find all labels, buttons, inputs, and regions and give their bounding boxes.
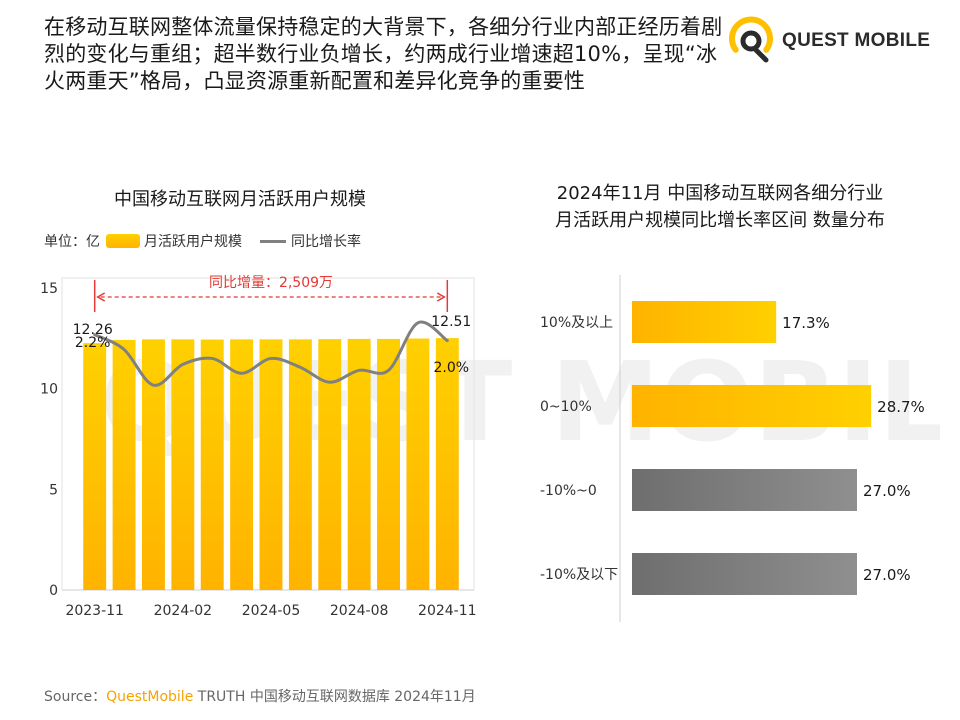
mau-bar [200, 339, 224, 590]
questmobile-logo: QUEST MOBILE [726, 10, 930, 70]
page-headline: 在移动互联网整体流量保持稳定的大背景下，各细分行业内部正经历着剧烈的变化与重组；… [44, 15, 723, 93]
category-label: -10%~0 [540, 483, 597, 499]
last-value-label: 12.51 [431, 314, 471, 330]
legend-unit: 单位：亿 [44, 234, 100, 250]
x-tick-label: 2023-11 [65, 603, 124, 619]
y-tick-label: 10 [40, 382, 58, 398]
value-label: 28.7% [877, 398, 925, 416]
x-tick-label: 2024-11 [418, 603, 477, 619]
right-chart-title-line2: 月活跃用户规模同比增长率区间 数量分布 [555, 210, 885, 231]
left-chart-title: 中国移动互联网月活跃用户规模 [114, 189, 366, 210]
legend-bar-label: 月活跃用户规模 [144, 234, 242, 250]
x-tick-label: 2024-02 [154, 603, 213, 619]
x-tick-label: 2024-05 [242, 603, 301, 619]
source-note: Source：QuestMobile TRUTH 中国移动互联网数据库 2024… [44, 686, 476, 706]
value-label: 27.0% [863, 566, 911, 584]
distribution-bar [632, 553, 857, 595]
value-label: 17.3% [782, 314, 830, 332]
right-chart-title: 2024年11月 中国移动互联网各细分行业 月活跃用户规模同比增长率区间 数量分… [500, 180, 940, 234]
mau-bar [230, 339, 254, 590]
distribution-bar [632, 301, 777, 343]
mau-bar [83, 343, 107, 590]
source-brand: QuestMobile [106, 689, 194, 705]
mau-bar [318, 339, 342, 590]
y-tick-label: 15 [40, 281, 58, 297]
logo-text: QUEST MOBILE [782, 30, 931, 51]
yoy-growth-line [93, 320, 449, 387]
last-rate-label: 2.0% [434, 360, 470, 376]
questmobile-logo-icon [729, 16, 773, 63]
mau-bar [288, 339, 312, 590]
x-tick-label: 2024-08 [330, 603, 389, 619]
growth-distribution-chart: 10%及以上 17.3% 0~10% 28.7% -10%~0 27.0% -10%及以下 2… [540, 275, 925, 622]
left-chart-legend: 单位：亿 月活跃用户规模 同比增长率 [44, 230, 361, 252]
mau-bar [259, 339, 283, 590]
distribution-bar [632, 385, 872, 427]
mau-bar [112, 339, 136, 590]
annotation-arrowhead-right [436, 292, 446, 302]
mau-bar [347, 338, 371, 590]
legend-line-label: 同比增长率 [291, 234, 361, 250]
mau-bar [171, 339, 195, 590]
value-label: 27.0% [863, 482, 911, 500]
distribution-bar [632, 469, 857, 511]
mau-combo-chart: 0 5 10 15 2023-11 2024-02 2024-05 2024-08 2024-1… [40, 275, 477, 619]
legend-line-swatch [260, 239, 286, 243]
source-rest: TRUTH 中国移动互联网数据库 2024年11月 [193, 689, 476, 705]
legend-bar-swatch [106, 234, 140, 248]
mau-bar [435, 338, 459, 590]
source-prefix: Source： [44, 689, 107, 705]
category-label: 0~10% [540, 399, 592, 415]
y-tick-label: 0 [49, 583, 58, 599]
yoy-increment-annotation: 同比增量：2,509万 [209, 275, 333, 291]
y-tick-label: 5 [49, 482, 58, 498]
annotation-arrowhead-left [96, 292, 106, 302]
mau-bar [142, 339, 165, 590]
mau-bar [377, 338, 400, 590]
first-rate-label: 2.2% [75, 335, 111, 351]
mau-bar [406, 338, 430, 590]
right-chart-title-line1: 2024年11月 中国移动互联网各细分行业 [556, 183, 884, 204]
category-label: -10%及以下 [540, 567, 618, 583]
category-label: 10%及以上 [540, 315, 613, 331]
first-value-label: 12.26 [73, 322, 113, 338]
